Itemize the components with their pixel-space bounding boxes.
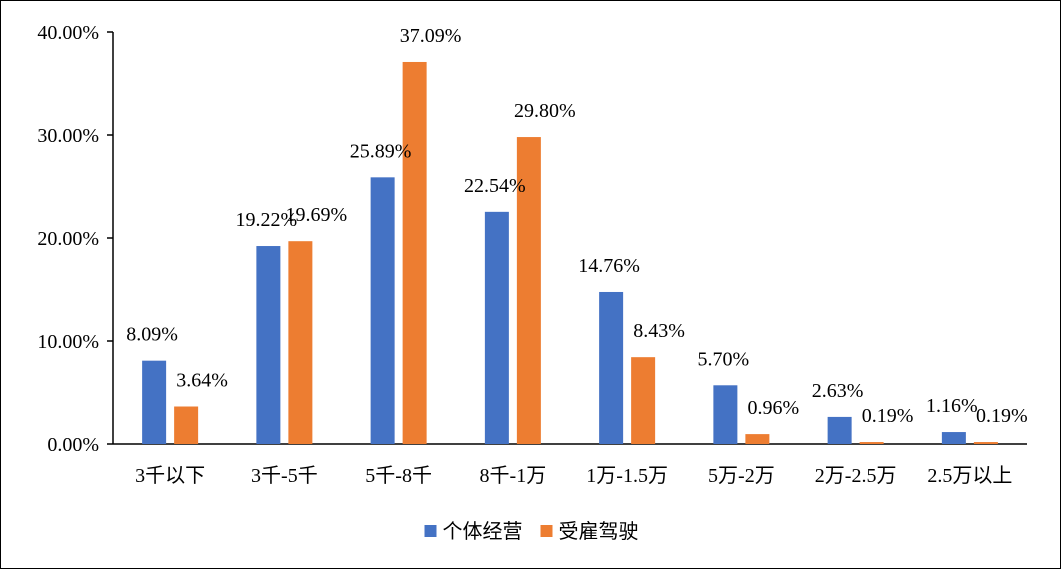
bar-hired-driver: [174, 406, 199, 444]
y-tick-label: 20.00%: [37, 228, 99, 250]
category-labels: 3千以下 3千-5千 5千-8千 8千-1万 1万-1.5万 5万-2万 2万-2.5万 2.…: [135, 464, 1012, 487]
data-label: 0.19%: [976, 405, 1028, 427]
data-label: 0.96%: [748, 397, 800, 419]
bar-self-employed: [142, 360, 167, 444]
data-label: 29.80%: [514, 100, 576, 122]
bar-self-employed: [370, 177, 395, 444]
category-label: 5千-8千: [365, 464, 432, 487]
data-label: 22.54%: [464, 175, 526, 197]
y-tick-label: 40.00%: [37, 22, 99, 44]
bar-self-employed: [599, 291, 624, 444]
data-label: 1.16%: [926, 395, 978, 417]
category-label: 5万-2万: [708, 465, 775, 487]
bar-hired-driver: [516, 137, 541, 444]
bars: [142, 61, 998, 445]
legend-label: 个体经营: [443, 520, 523, 543]
category-label: 2万-2.5万: [815, 465, 897, 487]
bar-self-employed: [941, 432, 966, 444]
bar-self-employed: [827, 416, 852, 444]
data-label: 3.64%: [176, 370, 228, 392]
data-label: 25.89%: [350, 140, 412, 162]
legend-label: 受雇驾驶: [559, 520, 639, 543]
data-label: 8.09%: [126, 324, 178, 346]
legend-swatch: [540, 525, 553, 537]
bar-hired-driver: [288, 241, 313, 444]
y-tick-label: 10.00%: [37, 331, 99, 353]
data-label: 19.22%: [236, 209, 298, 231]
data-label: 0.19%: [862, 405, 914, 427]
bar-self-employed: [713, 385, 738, 444]
data-label: 2.63%: [812, 380, 864, 402]
category-label: 8千-1万: [480, 464, 547, 487]
bar-hired-driver: [973, 442, 998, 444]
data-label: 37.09%: [400, 25, 462, 47]
y-tick-label: 30.00%: [37, 125, 99, 147]
y-ticks: 0.00% 10.00% 20.00% 30.00% 40.00%: [37, 22, 113, 456]
data-label: 8.43%: [633, 320, 685, 342]
legend: 个体经营 受雇驾驶: [424, 520, 639, 543]
category-label: 1万-1.5万: [586, 465, 668, 487]
bar-hired-driver: [631, 357, 656, 444]
legend-swatch: [424, 525, 437, 537]
bar-self-employed: [484, 211, 509, 444]
category-label: 3千-5千: [251, 464, 318, 487]
bar-hired-driver: [745, 434, 770, 444]
data-labels: 8.09% 3.64% 19.22%19.69% 25.89% 37.09% 22.54%…: [126, 25, 1027, 427]
category-label: 3千以下: [135, 464, 205, 487]
bar-self-employed: [256, 246, 281, 444]
category-label: 2.5万以上: [927, 464, 1012, 487]
axes: [112, 32, 1027, 445]
data-label: 19.69%: [286, 204, 348, 226]
bar-hired-driver: [859, 442, 884, 444]
y-tick-label: 0.00%: [47, 434, 99, 456]
data-label: 5.70%: [698, 348, 750, 370]
data-label: 14.76%: [578, 255, 640, 277]
bar-hired-driver: [402, 61, 427, 445]
